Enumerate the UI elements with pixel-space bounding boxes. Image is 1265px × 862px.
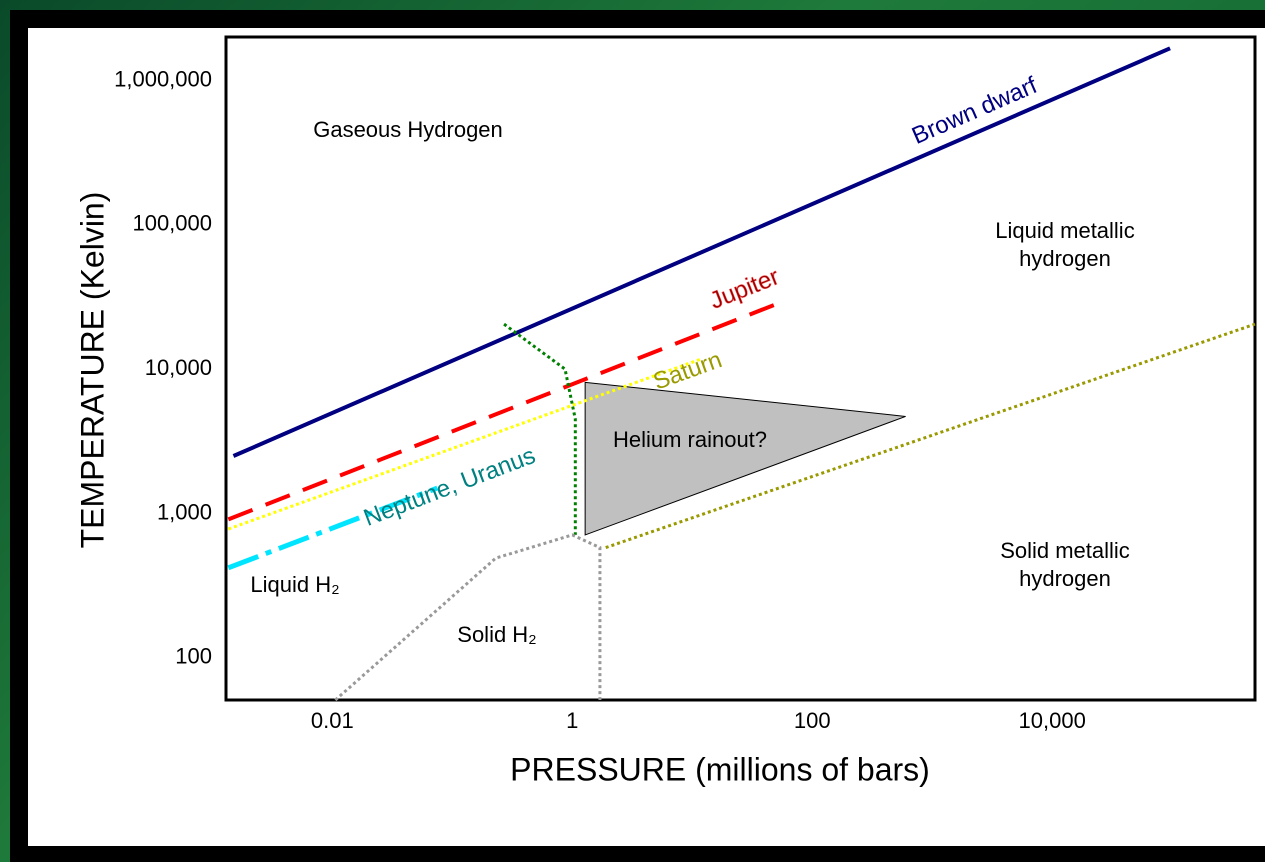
y-axis-label: TEMPERATURE (Kelvin) bbox=[74, 192, 110, 549]
series-line bbox=[503, 322, 577, 535]
x-tick-label: 1 bbox=[566, 708, 578, 733]
y-tick-label: 100,000 bbox=[132, 211, 212, 236]
annotation: Solid H₂ bbox=[457, 622, 537, 647]
series-line bbox=[227, 485, 439, 571]
series-line bbox=[605, 322, 1256, 550]
y-tick-label: 10,000 bbox=[145, 355, 212, 380]
annotation: Solid metallic hydrogen bbox=[1000, 538, 1130, 591]
annotation: Helium rainout? bbox=[612, 427, 768, 452]
annotation: Liquid H₂ bbox=[250, 572, 340, 597]
y-tick-label: 1,000 bbox=[157, 499, 212, 524]
y-tick-label: 100 bbox=[175, 644, 212, 669]
x-tick-label: 0.01 bbox=[311, 708, 354, 733]
series-line bbox=[232, 46, 1171, 458]
x-tick-label: 100 bbox=[794, 708, 831, 733]
series-line bbox=[334, 533, 602, 702]
plot-area bbox=[224, 35, 1257, 702]
annotation: Liquid metallic hydrogen bbox=[995, 218, 1135, 271]
x-axis-label: PRESSURE (millions of bars) bbox=[510, 751, 930, 787]
series-line bbox=[227, 302, 776, 522]
y-tick-label: 1,000,000 bbox=[114, 66, 212, 91]
annotation: Gaseous Hydrogen bbox=[313, 117, 503, 142]
region bbox=[584, 381, 906, 536]
x-tick-label: 10,000 bbox=[1019, 708, 1086, 733]
